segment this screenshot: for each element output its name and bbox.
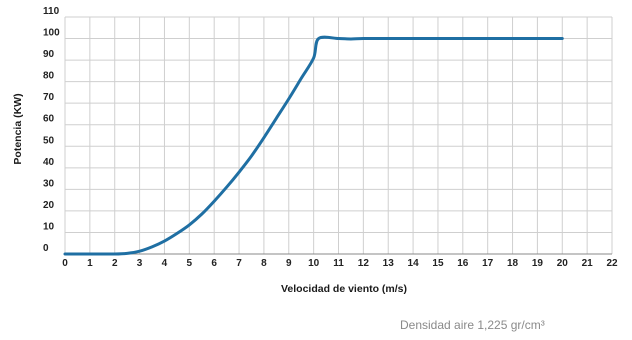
x-tick-label: 6 — [211, 258, 217, 269]
y-tick-label: 20 — [43, 200, 55, 211]
y-tick-label: 30 — [43, 178, 55, 189]
x-tick-label: 16 — [457, 258, 469, 269]
power-curve-line — [63, 35, 564, 256]
x-tick-label: 9 — [286, 258, 292, 269]
x-tick-label: 15 — [432, 258, 444, 269]
y-tick-label: 100 — [43, 28, 60, 39]
x-tick-label: 20 — [557, 258, 569, 269]
x-tick-label: 19 — [532, 258, 544, 269]
x-tick-label: 11 — [333, 258, 344, 269]
x-tick-label: 0 — [62, 258, 68, 269]
y-axis-title: Potencia (KW) — [12, 93, 24, 164]
y-tick-label: 70 — [43, 92, 55, 103]
y-axis-ticks: 0 10 20 30 40 50 60 70 80 90 100 110 — [43, 6, 60, 254]
x-tick-label: 21 — [582, 258, 594, 269]
x-tick-label: 18 — [507, 258, 519, 269]
series-layer — [63, 35, 564, 256]
y-tick-label: 90 — [43, 49, 55, 60]
x-tick-label: 10 — [308, 258, 320, 269]
y-tick-label: 50 — [43, 135, 55, 146]
y-tick-label: 80 — [43, 71, 55, 82]
x-tick-label: 22 — [606, 258, 618, 269]
y-tick-label: 60 — [43, 114, 55, 125]
x-axis-ticks: 0 1 2 3 4 5 6 7 8 9 10 11 12 13 14 15 16 17 18 19 20 21 22 — [62, 258, 618, 269]
y-tick-label: 40 — [43, 157, 55, 168]
y-tick-label: 110 — [43, 6, 60, 17]
x-tick-label: 5 — [187, 258, 193, 269]
x-tick-label: 7 — [236, 258, 242, 269]
x-tick-label: 12 — [358, 258, 370, 269]
x-tick-label: 13 — [383, 258, 395, 269]
x-tick-label: 4 — [162, 258, 168, 269]
x-tick-label: 2 — [112, 258, 118, 269]
y-tick-label: 10 — [43, 221, 55, 232]
x-tick-label: 8 — [261, 258, 267, 269]
grid — [64, 16, 613, 255]
x-tick-label: 14 — [408, 258, 420, 269]
y-tick-label: 0 — [43, 243, 49, 254]
x-axis-title: Velocidad de viento (m/s) — [281, 283, 407, 295]
air-density-note: Densidad aire 1,225 gr/cm³ — [400, 318, 545, 332]
x-tick-label: 17 — [482, 258, 494, 269]
x-tick-label: 1 — [87, 258, 93, 269]
x-tick-label: 3 — [137, 258, 143, 269]
